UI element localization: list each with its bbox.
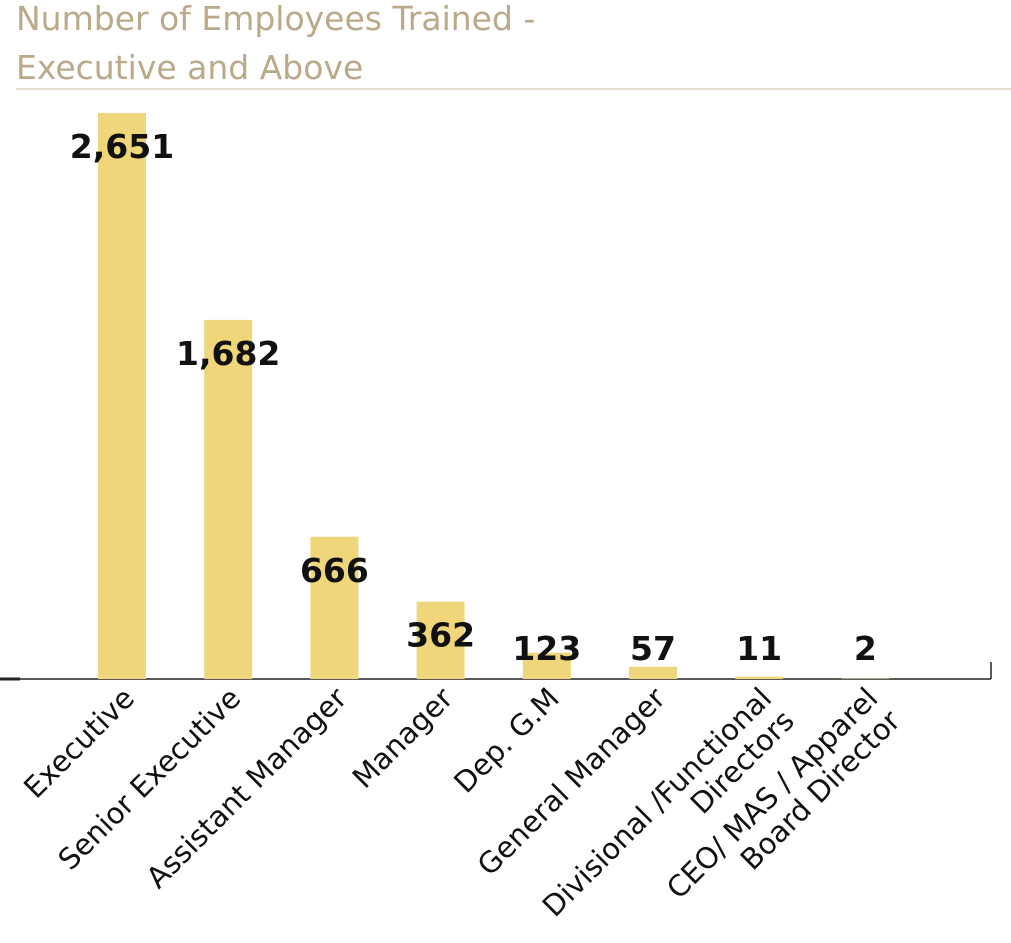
x-tick-label: Assistant Manager: [139, 681, 353, 895]
bar: [522, 652, 571, 679]
value-label: 666: [300, 551, 369, 590]
bar: [204, 319, 253, 679]
label-line: General Manager: [471, 681, 672, 882]
label-line: Assistant Manager: [139, 681, 353, 895]
label-line: Manager: [346, 681, 460, 795]
chart-subtitle: Executive and Above: [16, 48, 363, 87]
bar: [98, 113, 146, 679]
bar: [735, 676, 784, 679]
bar: [629, 666, 677, 679]
value-label: 123: [512, 629, 581, 668]
chart-title: Number of Employees Trained -: [16, 0, 535, 38]
x-tick-label: Manager: [346, 681, 460, 795]
x-tick-label: General Manager: [471, 681, 672, 882]
value-label: 11: [736, 629, 782, 668]
value-label: 2: [854, 629, 877, 668]
bar: [416, 601, 465, 679]
value-label: 57: [630, 629, 676, 668]
label-line: Senior Executive: [51, 681, 247, 877]
value-label: 362: [406, 616, 475, 655]
x-tick-label: Senior Executive: [51, 681, 247, 877]
value-label: 1,682: [176, 334, 280, 373]
bar: [310, 536, 359, 679]
value-label: 2,651: [70, 127, 174, 166]
